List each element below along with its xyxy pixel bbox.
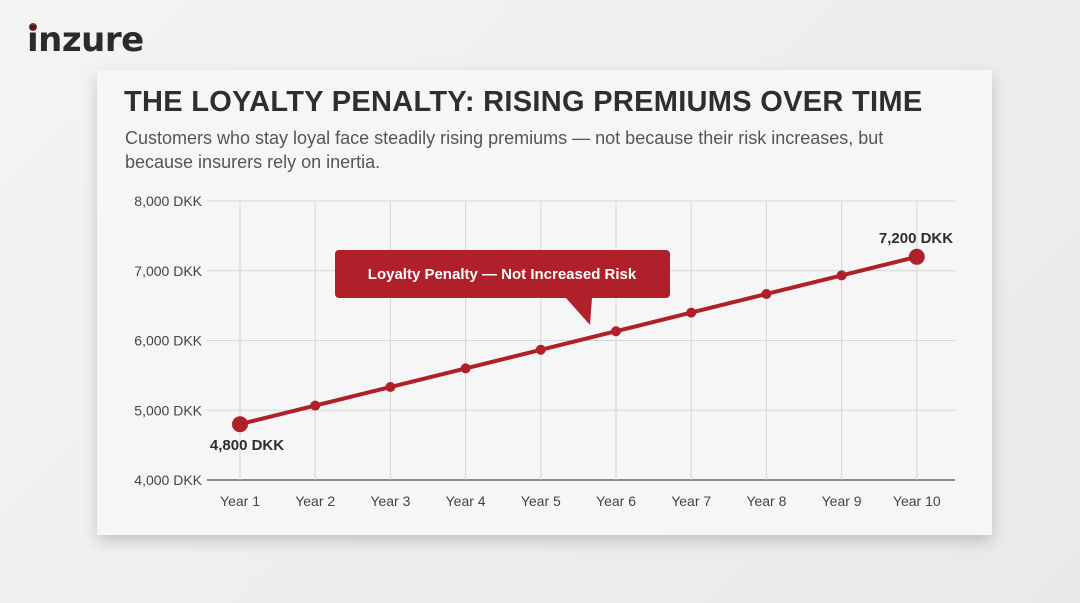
y-tick-label: 6,000 DKK bbox=[134, 333, 202, 349]
data-point bbox=[761, 288, 772, 299]
x-tick-label: Year 5 bbox=[521, 493, 561, 509]
logo: inzure bbox=[27, 20, 144, 60]
x-tick-label: Year 2 bbox=[295, 493, 335, 509]
callout-text: Loyalty Penalty — Not Increased Risk bbox=[368, 266, 637, 283]
x-tick-label: Year 3 bbox=[370, 493, 410, 509]
x-tick-label: Year 10 bbox=[893, 493, 941, 509]
logo-dot bbox=[29, 23, 37, 31]
data-point bbox=[310, 400, 321, 411]
data-point bbox=[836, 270, 847, 281]
x-tick-label: Year 9 bbox=[822, 493, 862, 509]
y-tick-label: 5,000 DKK bbox=[134, 402, 202, 418]
end-value-label: 7,200 DKK bbox=[879, 230, 953, 247]
data-point bbox=[460, 363, 471, 374]
data-point bbox=[232, 416, 248, 433]
x-tick-label: Year 8 bbox=[746, 493, 786, 509]
data-point bbox=[908, 248, 925, 265]
y-tick-label: 8,000 DKK bbox=[134, 193, 202, 209]
y-tick-label: 7,000 DKK bbox=[134, 263, 202, 279]
data-point bbox=[686, 307, 697, 318]
x-tick-label: Year 7 bbox=[671, 493, 711, 509]
start-value-label: 4,800 DKK bbox=[210, 437, 284, 454]
chart-card bbox=[97, 70, 992, 535]
callout-box bbox=[335, 250, 670, 325]
data-point bbox=[385, 382, 396, 393]
chart-title: THE LOYALTY PENALTY: RISING PREMIUMS OVE… bbox=[124, 86, 923, 118]
y-tick-label: 4,000 DKK bbox=[134, 472, 202, 488]
data-point bbox=[611, 326, 621, 337]
x-tick-label: Year 4 bbox=[446, 493, 486, 509]
series-line bbox=[238, 254, 919, 427]
x-tick-label: Year 1 bbox=[220, 493, 260, 509]
chart-subtitle: Customers who stay loyal face steadily r… bbox=[125, 128, 884, 172]
x-tick-label: Year 6 bbox=[596, 493, 636, 509]
data-point bbox=[535, 344, 546, 355]
